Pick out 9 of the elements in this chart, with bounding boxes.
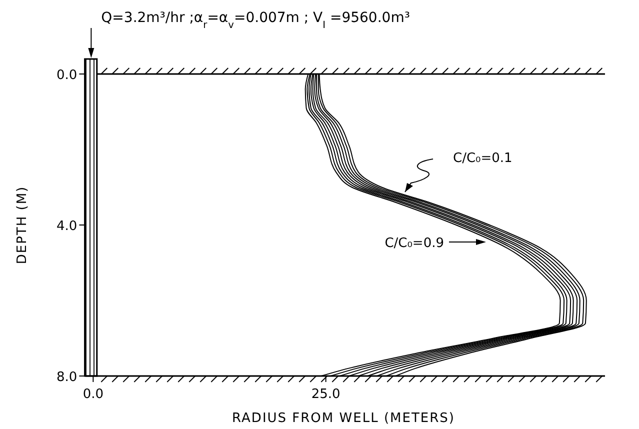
x-axis-title: RADIUS FROM WELL (METERS) xyxy=(232,411,455,426)
y-tick-label: 8.0 xyxy=(56,370,78,385)
annotation: C/C₀=0.9 xyxy=(384,236,444,251)
y-tick-label: 0.0 xyxy=(56,68,78,83)
y-tick-label: 4.0 xyxy=(56,219,78,234)
annotation: C/C₀=0.1 xyxy=(453,151,512,166)
y-axis-title: DEPTH (M) xyxy=(15,186,30,264)
x-tick-label: 25.0 xyxy=(311,387,340,402)
chart-title: Q=3.2m³/hr ;α$_{r}$=α$_{v}$=0.007m ; V$_{I}$ =9560.0m³ xyxy=(101,10,410,30)
